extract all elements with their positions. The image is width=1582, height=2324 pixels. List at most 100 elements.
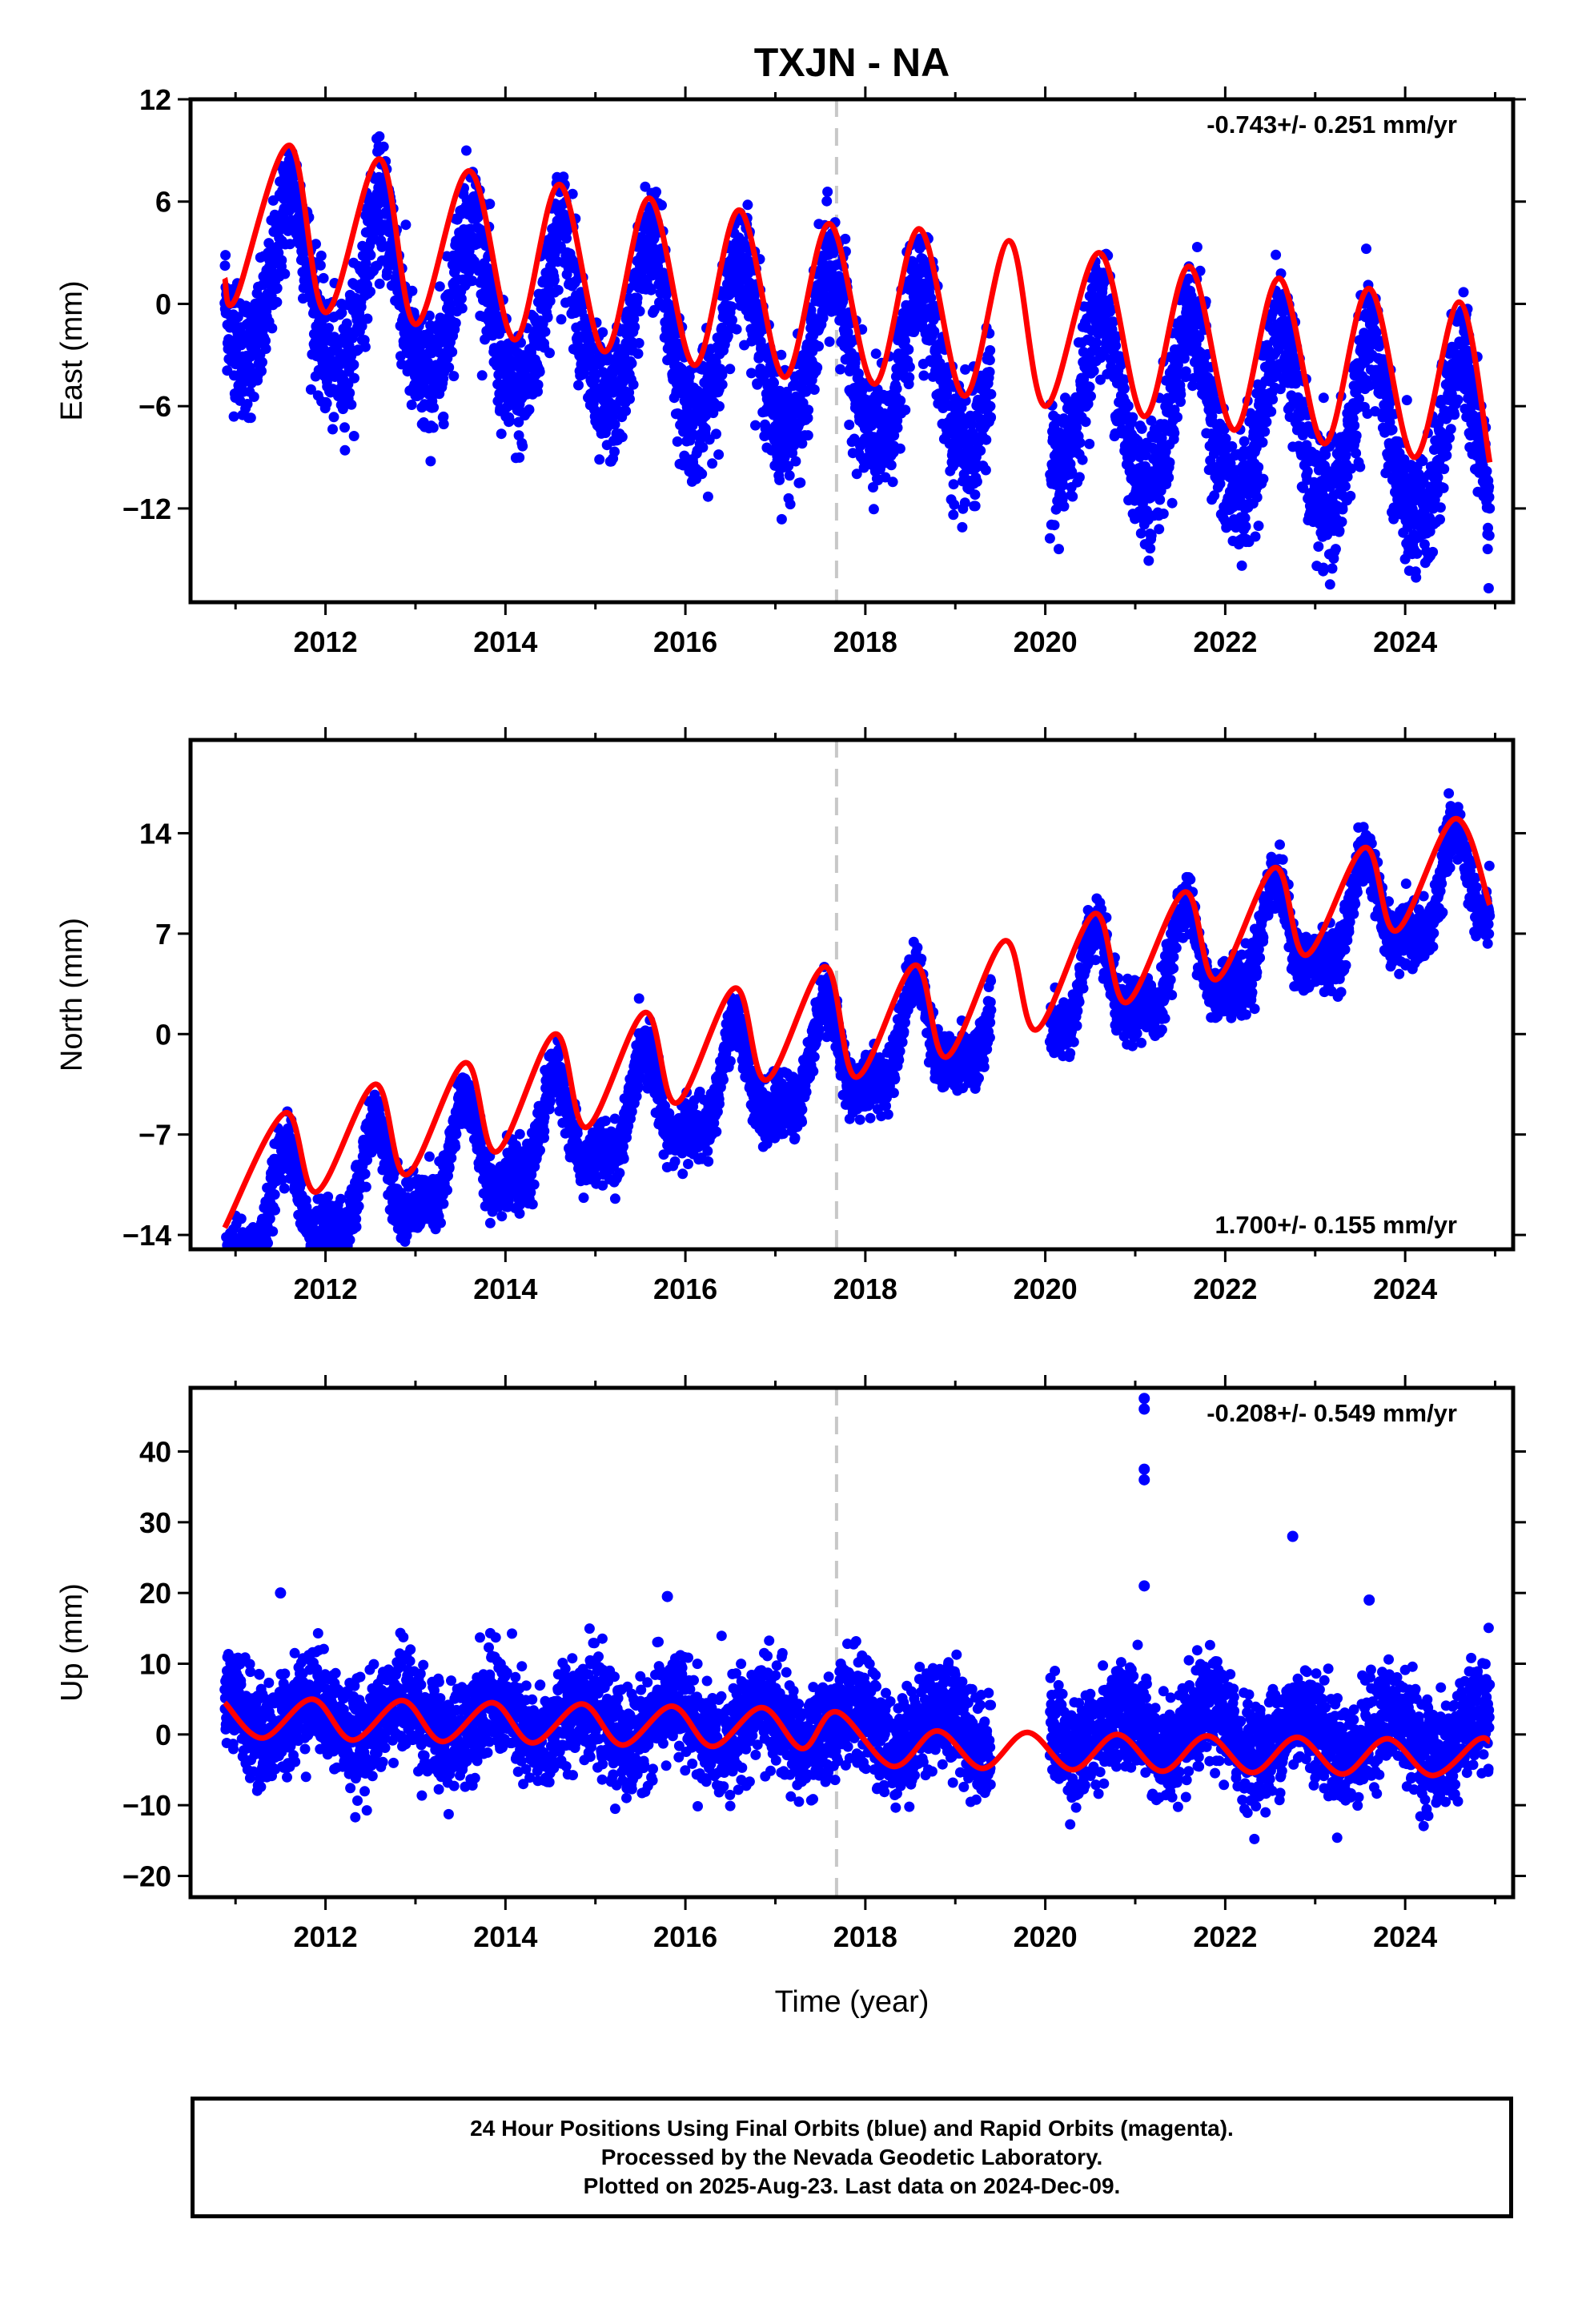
data-point (1054, 544, 1064, 555)
data-point (1175, 389, 1186, 400)
x-tick-label: 2018 (833, 625, 897, 658)
data-point (835, 364, 846, 375)
data-point (1219, 424, 1230, 435)
data-point (1258, 473, 1269, 485)
data-point (223, 1264, 234, 1274)
data-point (717, 369, 728, 380)
y-tick-label: 6 (155, 186, 171, 219)
data-point (986, 388, 997, 400)
panel-north: 2012 2014 2016 2018 2020 2022 2024−14−70714Nor… (55, 727, 1526, 1305)
data-point (1345, 490, 1356, 501)
data-point (1481, 465, 1492, 476)
data-point (1118, 374, 1130, 385)
data-point (717, 379, 728, 390)
data-point (225, 1252, 235, 1263)
data-point (1164, 457, 1175, 468)
data-point (257, 279, 268, 290)
data-point (1143, 555, 1154, 566)
data-point (242, 399, 253, 409)
data-point (305, 384, 316, 395)
data-point (1259, 426, 1271, 437)
data-point (328, 412, 339, 423)
data-point (1330, 544, 1341, 555)
data-point (407, 285, 418, 296)
data-point (702, 491, 713, 502)
data-point (406, 400, 417, 410)
data-point (840, 233, 851, 244)
data-point (1178, 353, 1190, 364)
data-point (821, 195, 833, 207)
data-point (903, 344, 914, 355)
data-point (362, 313, 373, 324)
data-point (341, 318, 352, 329)
data-point (221, 1271, 231, 1281)
data-point (1271, 249, 1282, 260)
data-point (245, 412, 256, 424)
data-point (784, 470, 795, 481)
data-point (616, 432, 628, 443)
data-point (348, 431, 359, 441)
data-point (1257, 436, 1268, 448)
data-point (628, 313, 640, 324)
data-point (227, 1271, 237, 1281)
data-point (1154, 524, 1165, 535)
data-point (220, 1273, 231, 1284)
data-point (438, 411, 449, 422)
data-point (1240, 521, 1251, 532)
data-point (1452, 394, 1464, 405)
data-point (597, 327, 608, 338)
data-point (981, 434, 992, 445)
data-point (1166, 497, 1178, 509)
data-point (594, 454, 605, 465)
data-point (795, 477, 806, 489)
y-tick-label: −12 (122, 493, 171, 525)
data-point (367, 231, 379, 243)
data-point (224, 1264, 235, 1274)
data-point (959, 497, 970, 509)
data-point (707, 458, 718, 469)
data-point (1484, 503, 1496, 514)
data-point (223, 1265, 234, 1276)
data-point (918, 370, 930, 381)
x-tick-label: 2016 (653, 625, 717, 658)
data-point (320, 312, 331, 323)
data-point (895, 395, 906, 406)
x-tick-label: 2012 (294, 625, 358, 658)
data-point (1361, 243, 1371, 255)
data-point (949, 499, 960, 510)
data-point (567, 188, 578, 199)
data-point (276, 255, 287, 266)
rate-label: -0.743+/- 0.251 mm/yr (1207, 111, 1457, 139)
y-axis-label: East (mm) (55, 280, 89, 420)
data-point (256, 365, 267, 376)
data-point (858, 462, 869, 473)
data-point (1411, 572, 1422, 583)
data-point (824, 336, 835, 348)
data-point (697, 442, 709, 453)
data-point (1145, 543, 1156, 554)
data-point (656, 199, 667, 211)
data-point (496, 428, 507, 440)
data-point (271, 296, 283, 308)
data-point (774, 474, 785, 485)
data-point (513, 416, 524, 428)
data-point (776, 513, 787, 525)
data-point (1209, 490, 1220, 501)
data-point (378, 141, 389, 152)
data-point (609, 446, 620, 457)
data-point (620, 405, 632, 416)
data-point (929, 326, 940, 337)
data-point (725, 364, 736, 375)
data-point (1074, 472, 1085, 483)
data-point (1302, 466, 1313, 477)
data-point (1194, 332, 1205, 343)
data-point (844, 420, 855, 430)
data-point (336, 308, 347, 319)
data-point (1049, 520, 1060, 531)
panel-east: 2012 2014 2016 2018 2020 2022 2024−12−60612Eas… (55, 83, 1526, 658)
data-point (287, 173, 299, 184)
data-points (219, 131, 1496, 593)
data-point (220, 1273, 231, 1284)
data-point (517, 440, 528, 452)
data-point (447, 347, 458, 357)
